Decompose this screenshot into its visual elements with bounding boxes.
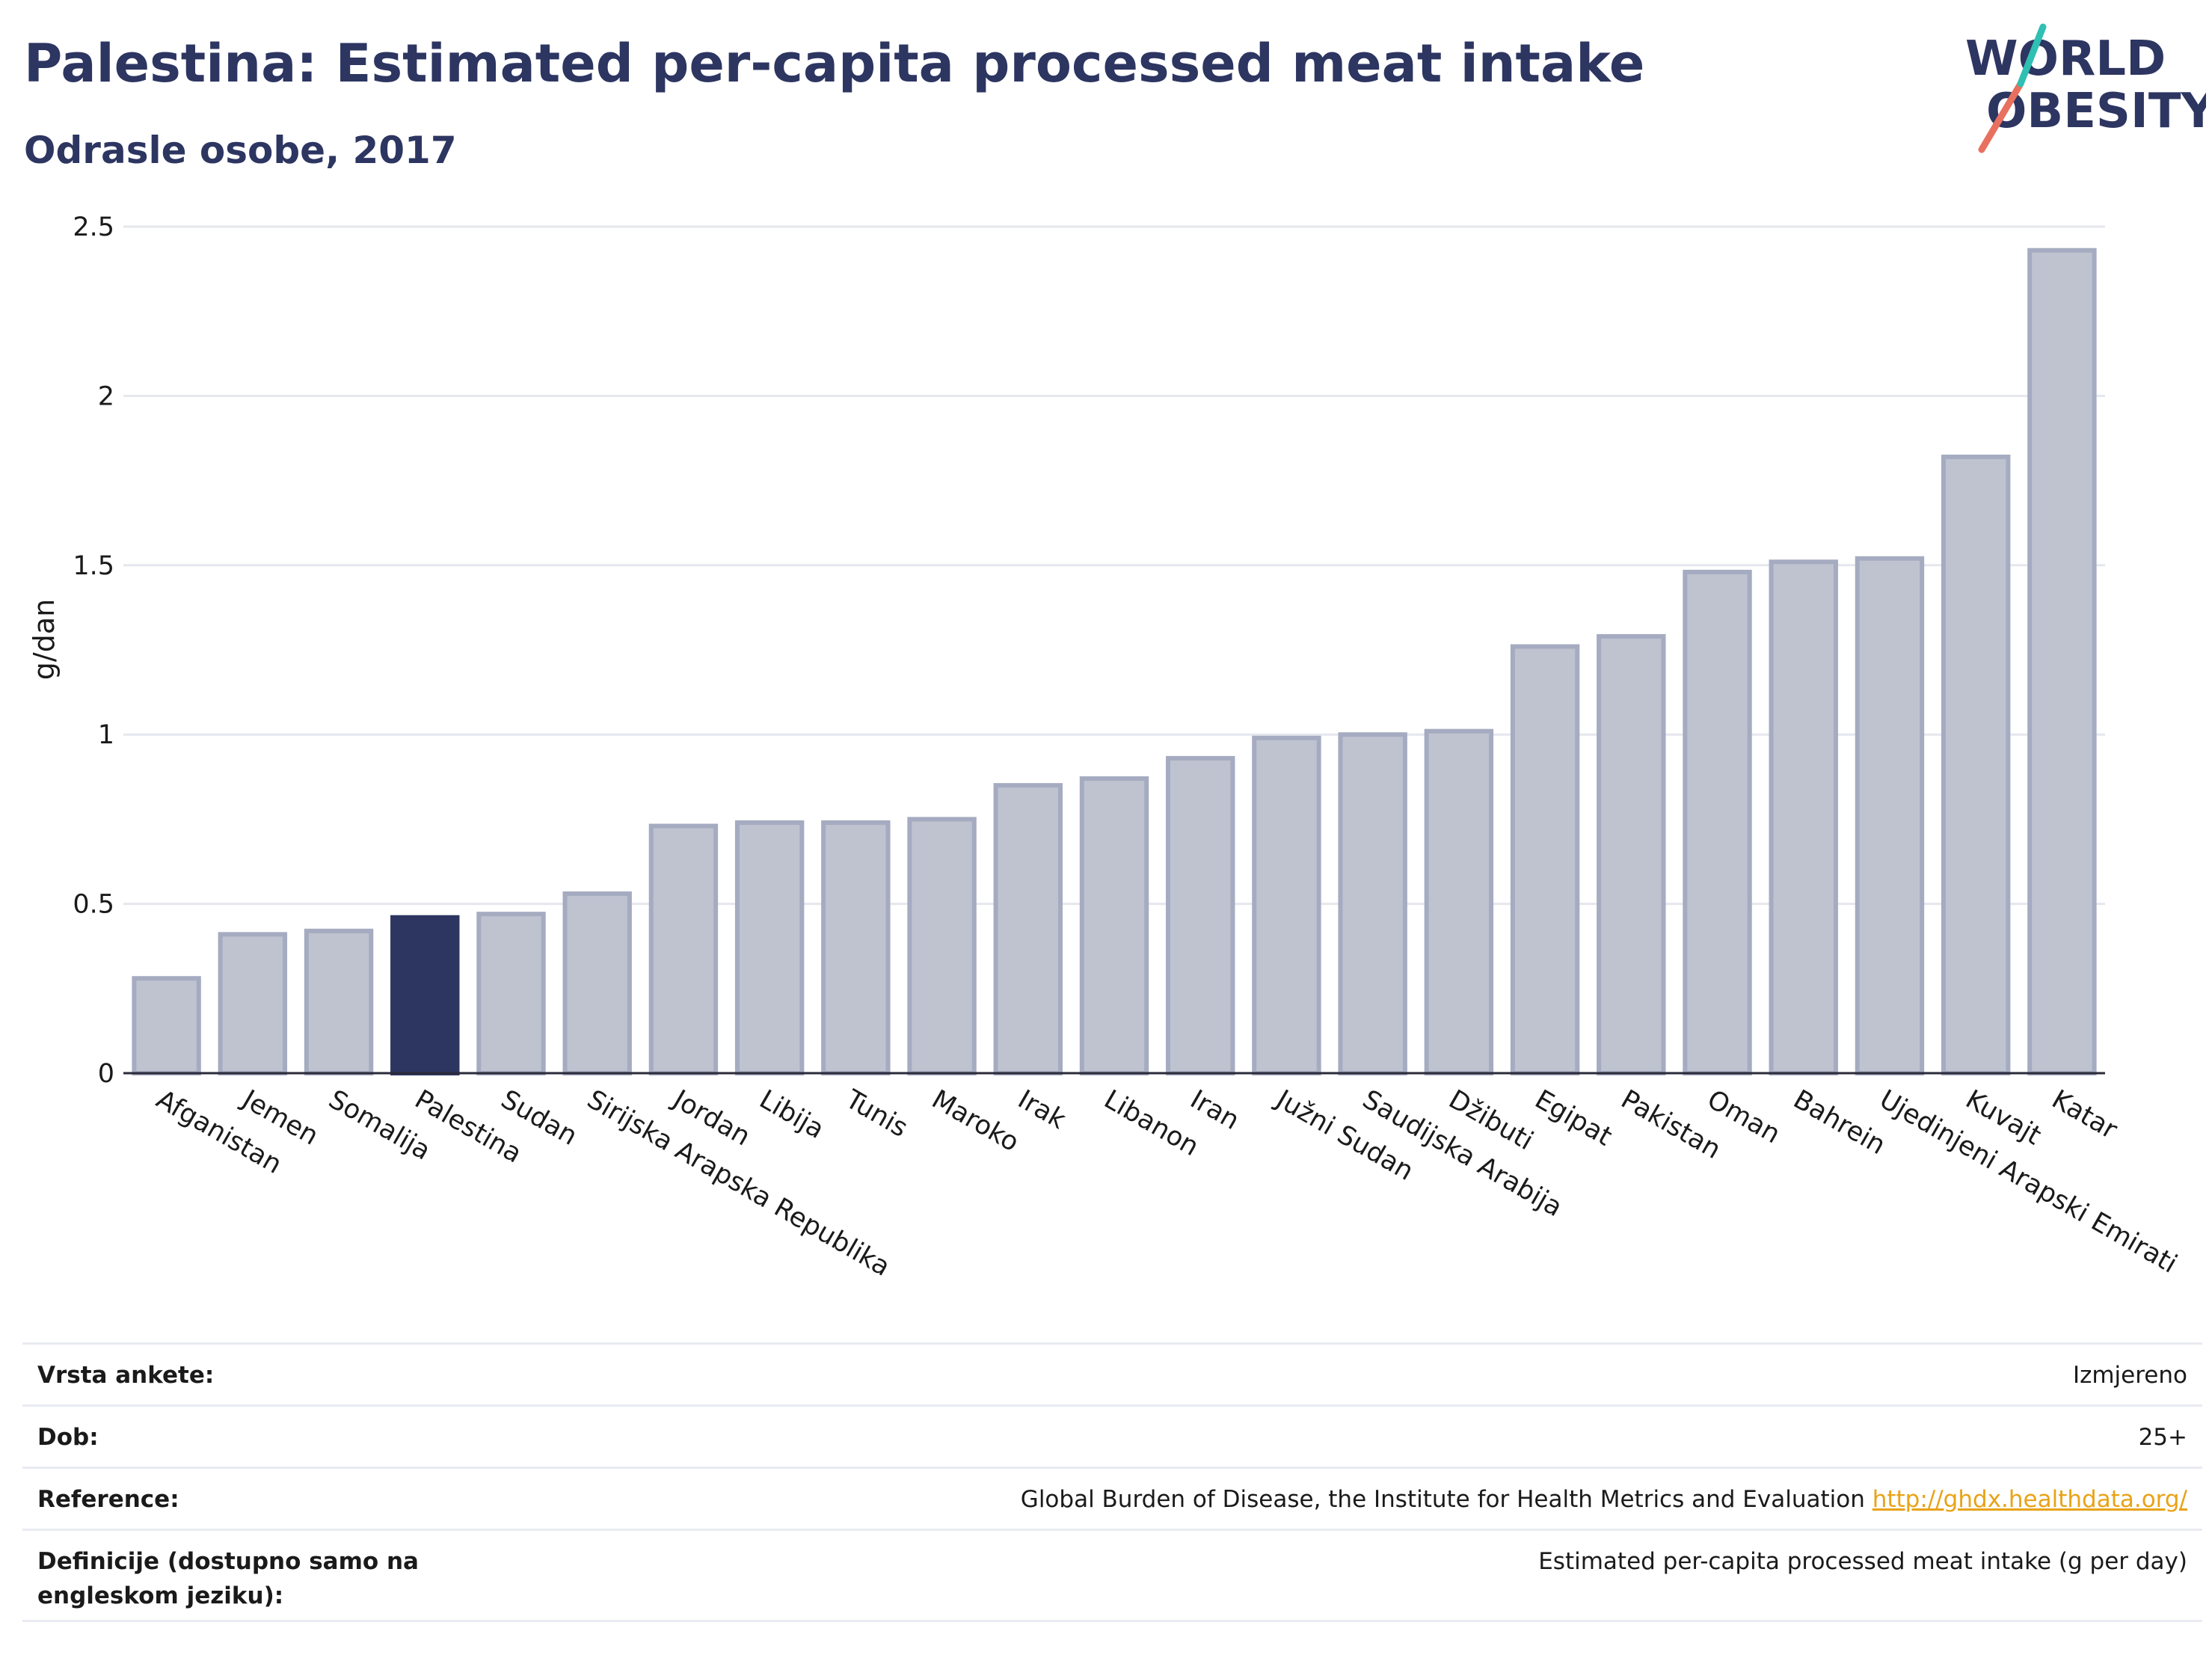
x-tick-label: Maroko <box>927 1084 1024 1158</box>
bar-palestina[interactable] <box>390 915 460 1076</box>
bar-libanon[interactable] <box>1079 776 1149 1075</box>
x-tick-label: Egipat <box>1530 1084 1617 1152</box>
bar-sudan[interactable] <box>476 912 546 1075</box>
y-axis-title: g/dan <box>28 599 61 680</box>
y-axis: 0 0.5 1 1.5 2 2.5 <box>73 212 114 1089</box>
world-obesity-logo: WORLD OBESITY <box>1965 23 2206 153</box>
chart-subtitle: Odrasle osobe, 2017 <box>24 129 457 172</box>
bar-ju-ni-sudan[interactable] <box>1252 735 1321 1076</box>
info-row-age: Dob: 25+ <box>22 1404 2202 1467</box>
bar-saudijska-arabija[interactable] <box>1338 732 1407 1075</box>
info-key: Dob: <box>37 1424 99 1451</box>
logo-line2: OBESITY <box>1986 84 2206 139</box>
bar-oman[interactable] <box>1683 569 1752 1075</box>
x-tick-label: Katar <box>2047 1084 2122 1146</box>
bar-libija[interactable] <box>734 820 805 1075</box>
bars <box>132 248 2097 1076</box>
chart-title: Palestina: Estimated per-capita processe… <box>24 33 1645 94</box>
info-value: Izmjereno <box>2072 1362 2187 1389</box>
bar-pakistan[interactable] <box>1597 633 1666 1075</box>
x-tick-label: Irak <box>1013 1084 1071 1135</box>
reference-text: Global Burden of Disease, the Institute … <box>1020 1486 1865 1513</box>
y-tick-label: 2 <box>98 381 114 411</box>
bar-jordan[interactable] <box>648 823 719 1076</box>
x-tick-label: Bahrein <box>1788 1084 1890 1161</box>
y-tick-label: 2.5 <box>73 212 114 242</box>
bar-bahrein[interactable] <box>1769 559 1838 1075</box>
y-tick-label: 1 <box>98 720 114 750</box>
info-key: Vrsta ankete: <box>37 1362 215 1389</box>
x-tick-label: Tunis <box>840 1084 912 1143</box>
bar-irak[interactable] <box>993 783 1063 1075</box>
bar-sirijska-arapska-republika[interactable] <box>562 891 632 1075</box>
bar-afganistan[interactable] <box>132 976 201 1075</box>
bar-katar[interactable] <box>2027 248 2097 1075</box>
bar-egipat[interactable] <box>1510 644 1580 1075</box>
bar-iran[interactable] <box>1166 755 1235 1075</box>
info-key: Reference: <box>37 1486 179 1513</box>
info-row-survey: Vrsta ankete: Izmjereno <box>22 1342 2202 1404</box>
info-table: Vrsta ankete: Izmjereno Dob: 25+ Referen… <box>22 1342 2202 1622</box>
y-tick-label: 0.5 <box>73 890 114 920</box>
info-row-reference: Reference: Global Burden of Disease, the… <box>22 1467 2202 1529</box>
info-value: 25+ <box>2138 1424 2187 1451</box>
info-row-definition: Definicije (dostupno samo na engleskom j… <box>22 1529 2202 1622</box>
info-value: Global Burden of Disease, the Institute … <box>1021 1482 2187 1517</box>
bar-somalija[interactable] <box>304 928 374 1075</box>
bar-tunis[interactable] <box>821 820 891 1075</box>
x-tick-label: Libanon <box>1099 1084 1204 1162</box>
bar-kuvajt[interactable] <box>1941 454 2011 1075</box>
bar-ujedinjeni-arapski-emirati[interactable] <box>1855 556 1925 1075</box>
bar-maroko[interactable] <box>907 817 977 1076</box>
logo-slash-red <box>1978 80 2024 153</box>
x-tick-label: Libija <box>755 1084 829 1145</box>
y-tick-label: 1.5 <box>73 551 114 581</box>
bar-d-ibuti[interactable] <box>1424 728 1494 1075</box>
x-tick-label: Iran <box>1185 1084 1244 1136</box>
logo-slash-teal <box>2017 23 2047 87</box>
info-key: Definicije (dostupno samo na engleskom j… <box>37 1548 419 1609</box>
reference-link[interactable]: http://ghdx.healthdata.org/ <box>1872 1486 2187 1513</box>
info-value: Estimated per-capita processed meat inta… <box>1538 1548 2187 1575</box>
logo-line1: WORLD <box>1965 31 2166 87</box>
x-tick-label: Ujedinjeni Arapski Emirati <box>1874 1084 2181 1280</box>
bar-jemen[interactable] <box>218 932 288 1076</box>
y-tick-label: 0 <box>98 1059 114 1089</box>
